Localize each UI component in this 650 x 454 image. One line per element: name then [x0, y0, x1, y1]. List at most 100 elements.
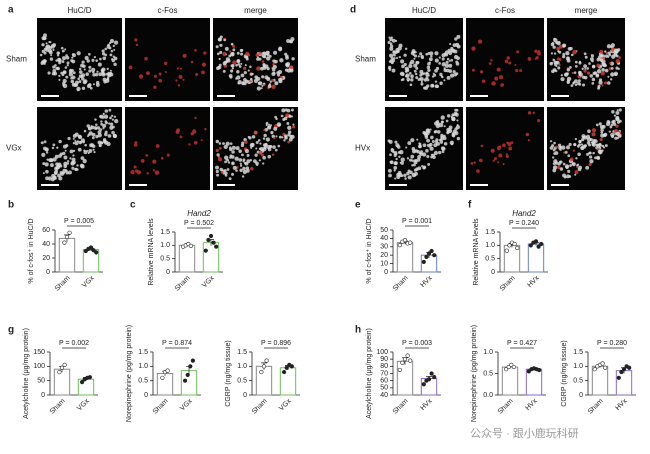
cell: [238, 158, 243, 162]
cell: [552, 58, 556, 62]
cell: [454, 37, 458, 41]
cell: [66, 160, 70, 163]
cell: [404, 47, 408, 51]
data-point: [165, 368, 170, 373]
cell: [240, 52, 244, 56]
cell: [488, 62, 492, 65]
panel-letter: a: [8, 5, 14, 16]
cell: [263, 145, 267, 149]
cell: [236, 59, 240, 63]
cell: [455, 60, 459, 64]
cell: [425, 72, 430, 77]
cell: [64, 48, 67, 51]
cell: [426, 78, 430, 82]
cell: [236, 51, 240, 55]
cell: [224, 171, 228, 175]
p-value: P = 0.280: [597, 340, 627, 347]
cell: [449, 140, 454, 145]
cell: [43, 51, 47, 55]
cell: [109, 69, 112, 72]
data-point: [603, 365, 608, 370]
cell: [559, 167, 564, 171]
cell: [588, 151, 592, 155]
cell: [103, 114, 109, 119]
cell: [567, 169, 571, 173]
cell: [566, 68, 571, 72]
cell: [235, 146, 240, 151]
cell: [392, 53, 396, 57]
data-point: [402, 357, 408, 362]
cell: [86, 83, 92, 89]
y-tick-label: 0: [144, 392, 148, 399]
cell: [258, 150, 263, 155]
data-point: [511, 364, 517, 370]
cell: [83, 68, 86, 71]
cell: [577, 79, 581, 83]
cell: [281, 136, 284, 139]
cell: [430, 153, 433, 156]
cell: [101, 72, 106, 77]
cell: [71, 56, 74, 59]
cell: [194, 48, 197, 52]
cell: [394, 177, 397, 180]
panel-letter: h: [355, 325, 361, 336]
cell: [286, 122, 290, 125]
cell: [255, 147, 258, 150]
cell: [248, 136, 252, 140]
cell: [229, 75, 233, 79]
cell: [260, 66, 264, 71]
cell: [603, 133, 607, 138]
cell: [589, 74, 594, 78]
y-tick-label: 100: [376, 349, 388, 356]
cell: [134, 38, 138, 42]
cell: [261, 53, 266, 58]
cell: [256, 86, 262, 91]
cell: [390, 61, 394, 65]
cell: [192, 129, 197, 134]
cell: [66, 61, 70, 65]
cell: [46, 158, 49, 161]
cell: [570, 53, 574, 57]
cell: [586, 71, 591, 75]
cell: [50, 54, 53, 57]
cell: [45, 42, 48, 45]
row-label: VGx: [6, 144, 22, 153]
cell: [284, 108, 288, 112]
cell: [104, 109, 109, 113]
data-point: [619, 369, 624, 375]
cell: [111, 118, 115, 121]
data-point: [592, 367, 597, 372]
cell: [537, 50, 541, 54]
cell: [247, 69, 250, 72]
cell: [101, 67, 106, 72]
cell: [56, 146, 59, 149]
cell: [429, 51, 434, 56]
cell: [65, 171, 69, 175]
cell: [273, 50, 278, 55]
cell: [237, 62, 241, 66]
cell: [560, 74, 563, 77]
cell: [88, 148, 93, 153]
cell: [231, 150, 235, 154]
cell: [201, 70, 205, 75]
cell: [606, 120, 611, 124]
data-point: [62, 362, 67, 368]
cell: [271, 68, 276, 72]
row-label: HVx: [355, 144, 370, 153]
cell: [164, 71, 167, 74]
data-point: [160, 375, 165, 380]
cell: [250, 72, 254, 76]
cell: [410, 74, 414, 79]
cell: [222, 142, 225, 145]
column-header: HuC/D: [67, 6, 91, 15]
cell: [101, 115, 105, 119]
cell: [416, 149, 420, 154]
y-axis-label: Relative mRNA levels: [473, 218, 480, 286]
cell: [262, 84, 266, 87]
cell: [600, 71, 605, 76]
cell: [578, 165, 583, 170]
cell: [408, 63, 413, 69]
cell: [86, 59, 90, 63]
cell: [102, 123, 107, 128]
row-label: Sham: [6, 55, 27, 64]
